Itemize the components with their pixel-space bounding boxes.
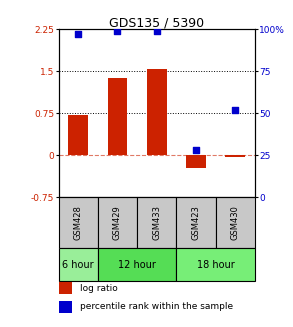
Bar (147, 69, 166, 155)
Text: GSM423: GSM423 (192, 205, 200, 240)
Text: 12 hour: 12 hour (118, 260, 156, 269)
Bar (59, 197, 98, 248)
Text: GSM433: GSM433 (152, 205, 161, 240)
Text: GSM430: GSM430 (231, 205, 240, 240)
Point (233, 107, 238, 112)
Point (76, 32, 81, 37)
Bar (59, 301, 72, 313)
Text: log ratio: log ratio (80, 284, 118, 293)
Point (115, 28, 120, 34)
Bar (176, 197, 216, 248)
Text: 6 hour: 6 hour (62, 260, 94, 269)
Bar (59, 282, 72, 294)
Text: percentile rank within the sample: percentile rank within the sample (80, 302, 233, 311)
Bar (176, 248, 255, 281)
Point (194, 147, 198, 153)
Bar (59, 248, 98, 281)
Text: GSM428: GSM428 (74, 205, 83, 240)
Bar (98, 248, 176, 281)
Text: 18 hour: 18 hour (197, 260, 234, 269)
Bar (68, 115, 88, 155)
Point (154, 28, 159, 34)
Title: GDS135 / 5390: GDS135 / 5390 (109, 16, 204, 29)
Bar (216, 197, 255, 248)
Bar (226, 155, 245, 157)
Bar (98, 197, 137, 248)
Bar (108, 78, 127, 155)
Text: GSM429: GSM429 (113, 205, 122, 240)
Bar (137, 197, 176, 248)
Bar (186, 155, 206, 167)
